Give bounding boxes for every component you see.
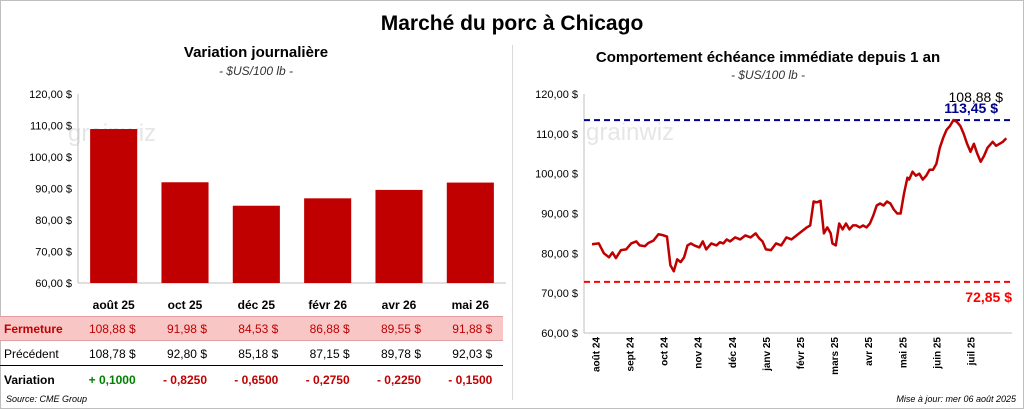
table-cell: - 0,8250 [162,373,207,387]
y-tick-label: 120,00 $ [535,89,578,101]
table-cell: 91,88 $ [452,322,493,336]
right-chart-title: Comportement échéance immédiate depuis 1… [595,49,941,66]
y-tick-label: 110,00 $ [536,129,578,141]
front-month-line-chart: grainwiz 60,00 $ 70,00 $ 80,00 $ 90,00 $ 100… [535,89,1012,375]
table-cell: 86,88 $ [309,322,350,336]
y-tick-label: 60,00 $ [541,328,578,340]
y-tick-label: 100,00 $ [535,169,578,181]
table-cell: 108,88 $ [88,322,136,336]
table-row-previous: Précédent 108,78 $ 92,80 $ 85,18 $ 87,15 $ 8… [0,342,503,366]
table-row-close: Fermeture 108,88 $ 91,98 $ 84,53 $ 86,88 $ 8… [0,316,503,341]
y-tick-label: 90,00 $ [35,184,72,196]
table-cell: - 0,1500 [448,373,493,387]
x-tick-label: sept 24 [626,337,637,372]
x-tick-label: août 24 [591,337,602,372]
low-value-label: 72,85 $ [965,289,1012,305]
panel-divider [512,45,513,400]
bar [304,198,352,283]
right-chart-unit: - $US/100 lb - [730,68,806,82]
y-tick-label: 90,00 $ [541,209,578,221]
y-tick-label: 80,00 $ [35,215,72,227]
x-tick-label: août 25 [93,298,135,312]
x-tick-label: mai 25 [898,337,909,369]
table-cell: - 0,2250 [376,373,421,387]
x-tick-label: janv 25 [762,337,773,372]
x-tick-label: juin 25 [932,337,943,370]
last-value-label: 108,88 $ [949,89,1004,105]
bar [446,182,494,283]
daily-variation-bar-chart: grainwiz 60,00 $70,00 $80,00 $90,00 $100… [29,89,506,312]
left-chart-unit: - $US/100 lb - [218,64,294,78]
table-cell: 84,53 $ [238,322,279,336]
updated-note: Mise à jour: mer 06 août 2025 [896,394,1016,404]
bar [375,189,423,283]
table-cell: 89,78 $ [380,347,421,361]
x-tick-label: déc 24 [728,337,739,369]
table-cell: 85,18 $ [238,347,279,361]
bar [90,129,138,283]
bar [161,182,209,283]
y-tick-label: 60,00 $ [35,278,72,290]
bar [232,205,280,283]
left-chart-title: Variation journalière [183,44,329,61]
source-note: Source: CME Group [6,394,88,404]
x-tick-label: nov 24 [694,337,705,369]
x-tick-label: déc 25 [238,298,276,312]
x-tick-label: mai 26 [452,298,490,312]
table-cell: 91,98 $ [166,322,207,336]
x-tick-label: oct 25 [168,298,203,312]
table-cell: 108,78 $ [88,347,136,361]
table-cell: 87,15 $ [309,347,350,361]
high-value-label: 113,45 $ [944,100,998,116]
grainwiz-watermark: grainwiz [586,119,674,146]
x-tick-label: févr 26 [308,298,347,312]
x-tick-label: mars 25 [830,337,841,375]
page-title: Marché du porc à Chicago [380,12,644,35]
table-cell: - 0,6500 [234,373,279,387]
y-tick-label: 120,00 $ [29,89,72,101]
previous-row-label: Précédent [4,347,59,361]
table-cell: 89,55 $ [380,322,421,336]
variation-row-label: Variation [4,373,55,387]
table-row-variation: Variation + 0,1000 - 0,8250 - 0,6500 - 0,27… [0,368,503,391]
table-cell: 92,80 $ [166,347,207,361]
close-row-label: Fermeture [4,322,63,336]
x-tick-label: avr 26 [382,298,417,312]
x-tick-label: avr 25 [864,337,875,366]
y-tick-label: 70,00 $ [35,247,72,259]
table-cell: 92,03 $ [452,347,493,361]
x-tick-label: oct 24 [660,337,671,366]
y-tick-label: 70,00 $ [541,288,578,300]
x-tick-label: juil 25 [966,337,977,367]
y-tick-label: 100,00 $ [29,152,72,164]
price-series-line [591,118,1008,273]
table-cell: - 0,2750 [305,373,350,387]
table-cell: + 0,1000 [88,373,136,387]
y-tick-label: 110,00 $ [30,121,72,133]
x-tick-label: févr 25 [796,337,807,370]
y-tick-label: 80,00 $ [541,248,578,260]
